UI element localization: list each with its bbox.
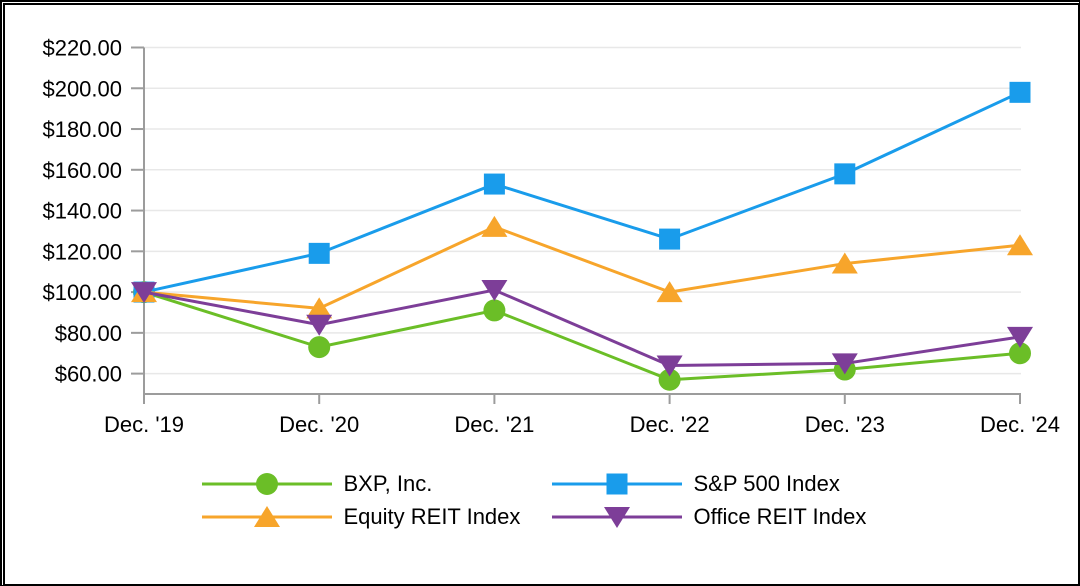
legend-item-sp500: S&P 500 Index (551, 471, 882, 497)
x-tick-label: Dec. '19 (104, 412, 184, 437)
series-line-s-p-500-index (143, 90, 1021, 294)
series-marker-s-p-500-index (483, 173, 505, 195)
y-tick-label: $60.00 (55, 362, 122, 387)
series-marker-office-reit-index (656, 355, 683, 377)
legend-marker (606, 473, 627, 495)
series-bxp-inc (133, 281, 1031, 391)
series-equity-reit-index (131, 215, 1033, 319)
series-line-bxp-inc (143, 290, 1021, 382)
series-marker-office-reit-index (831, 353, 858, 375)
legend-marker (603, 507, 630, 528)
legend-item-bxp: BXP, Inc. (201, 471, 552, 497)
series-marker-office-reit-index (481, 280, 508, 302)
line-chart-plot-area: $60.00 $80.00 $100.00 $120.00 $140.00 $160.00… (42, 36, 1060, 438)
y-tick-label: $180.00 (42, 117, 122, 142)
series-marker-equity-reit-index (656, 281, 683, 303)
y-tick-label: $100.00 (42, 280, 122, 305)
series-marker-bxp-inc (483, 299, 506, 322)
series-marker-equity-reit-index (1007, 234, 1033, 256)
legend-item-office-reit: Office REIT Index (551, 504, 882, 530)
equity-reit-line-marker-icon (201, 506, 332, 527)
series-marker-equity-reit-index (306, 297, 333, 319)
series-line-office-reit-index (143, 288, 1021, 367)
series-office-reit-index (131, 280, 1033, 377)
series-marker-equity-reit-index (831, 252, 858, 274)
series-marker-office-reit-index (306, 314, 333, 336)
series-marker-s-p-500-index (1009, 81, 1031, 103)
legend-marker (253, 506, 280, 527)
y-tick-label: $200.00 (42, 76, 122, 101)
bxp-line-marker-icon (201, 473, 332, 495)
sp500-line-marker-icon (551, 473, 682, 495)
x-tick-label: Dec. '24 (980, 412, 1060, 437)
y-tick-label: $220.00 (42, 36, 122, 61)
series-marker-office-reit-index (1007, 326, 1033, 348)
x-tick-label: Dec. '22 (630, 412, 710, 437)
series-marker-bxp-inc (658, 368, 681, 391)
legend-label-sp500: S&P 500 Index (693, 471, 840, 496)
y-tick-label: $120.00 (42, 239, 122, 264)
y-tick-label: $160.00 (42, 158, 122, 183)
series-marker-s-p-500-index (834, 163, 856, 185)
chart-legend: BXP, Inc. S&P 500 Index Equity REIT Inde… (5, 471, 1078, 530)
series-s-p-500-index (133, 81, 1031, 303)
legend-label-equity-reit: Equity REIT Index (343, 504, 521, 529)
legend-label-bxp: BXP, Inc. (343, 471, 433, 496)
series-marker-bxp-inc (308, 336, 331, 359)
legend-label-office-reit: Office REIT Index (693, 504, 867, 529)
x-tick-label: Dec. '21 (454, 412, 534, 437)
y-tick-label: $80.00 (55, 321, 122, 346)
series-marker-s-p-500-index (659, 228, 681, 250)
legend-marker (255, 473, 278, 495)
y-tick-label: $140.00 (42, 199, 122, 224)
office-reit-line-marker-icon (551, 507, 682, 528)
series-marker-equity-reit-index (481, 215, 508, 237)
series-line-equity-reit-index (143, 225, 1021, 310)
series-marker-office-reit-index (131, 282, 157, 304)
legend-item-equity-reit: Equity REIT Index (201, 504, 552, 530)
x-tick-label: Dec. '23 (805, 412, 885, 437)
x-tick-label: Dec. '20 (279, 412, 359, 437)
series-marker-s-p-500-index (308, 242, 330, 264)
series-marker-bxp-inc (1009, 342, 1031, 365)
